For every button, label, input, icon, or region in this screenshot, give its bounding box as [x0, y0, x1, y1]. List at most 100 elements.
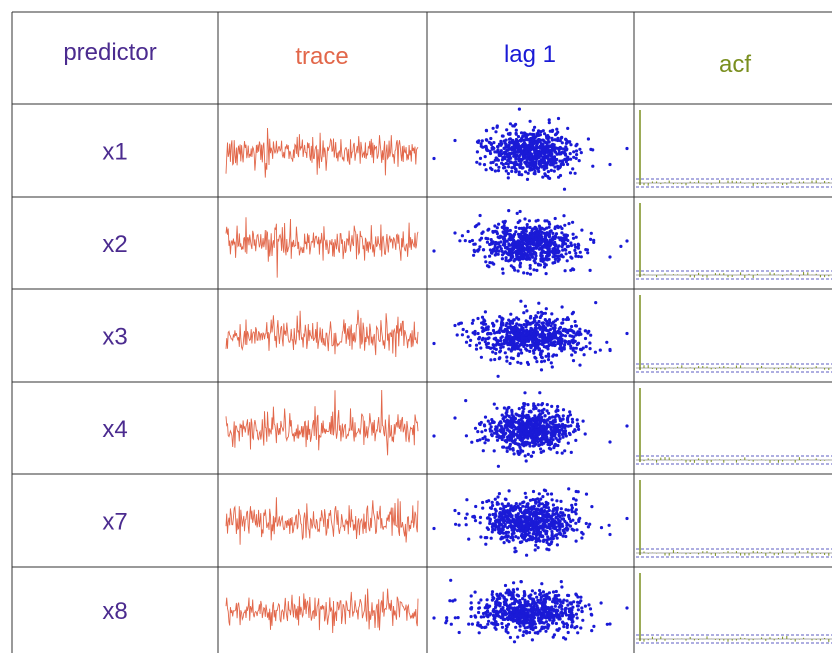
- lag-point: [522, 323, 526, 327]
- lag-point: [541, 249, 545, 253]
- lag-point: [523, 134, 527, 138]
- lag-point: [513, 232, 517, 236]
- lag-point: [518, 219, 522, 223]
- lag-point: [468, 239, 472, 244]
- lag-point: [501, 134, 505, 138]
- lag-point: [566, 508, 571, 512]
- lag-point: [507, 253, 511, 257]
- lag-point: [530, 517, 534, 521]
- lag-point: [508, 340, 512, 344]
- lag-point: [510, 426, 514, 430]
- lag-point: [553, 343, 557, 347]
- lag-point: [499, 139, 503, 143]
- lag-point: [483, 606, 487, 610]
- lag-point: [524, 495, 528, 499]
- lag-point: [550, 365, 554, 369]
- lag-point: [469, 338, 473, 342]
- lag-point: [506, 154, 510, 158]
- lag-point: [515, 427, 519, 431]
- lag-point: [556, 259, 560, 263]
- lag-point: [554, 516, 558, 520]
- lag-point: [551, 237, 555, 241]
- lag-point: [493, 523, 497, 527]
- lag-point: [533, 348, 537, 352]
- lag-point: [554, 589, 558, 594]
- lag-point: [449, 578, 453, 582]
- lag-point: [543, 318, 547, 322]
- lag-point: [511, 329, 515, 333]
- lag-point: [469, 594, 473, 598]
- lag-point: [510, 321, 515, 325]
- lag-point: [445, 619, 449, 623]
- lag-point: [533, 246, 537, 250]
- lag-point: [531, 235, 535, 239]
- lag-point: [477, 341, 482, 345]
- lag-point: [492, 323, 496, 327]
- lag-point: [491, 527, 495, 531]
- lag-point: [522, 238, 526, 242]
- lag-point: [535, 142, 539, 146]
- lag-point: [512, 610, 516, 614]
- lag-point: [527, 164, 531, 168]
- lag-point: [558, 425, 562, 429]
- lag-point: [541, 495, 545, 499]
- lag-scatter: [432, 107, 629, 191]
- lag-point: [502, 338, 507, 342]
- lag-point: [573, 626, 577, 630]
- lag-point: [432, 434, 436, 438]
- lag-point: [532, 242, 536, 246]
- lag-point: [540, 507, 544, 511]
- lag-point: [525, 158, 529, 162]
- lag-point: [497, 423, 501, 427]
- lag-point: [500, 342, 504, 346]
- lag-point: [572, 155, 576, 159]
- lag-point: [503, 613, 508, 617]
- lag-point: [554, 150, 558, 154]
- lag-point: [477, 601, 481, 605]
- lag-point: [432, 616, 436, 620]
- lag-point: [576, 631, 580, 635]
- lag-point: [521, 441, 525, 445]
- lag-point: [558, 238, 562, 242]
- lag-point: [499, 153, 503, 157]
- lag-point: [533, 343, 537, 347]
- lag-point: [475, 439, 480, 443]
- lag-point: [541, 434, 545, 438]
- lag-point: [546, 335, 550, 339]
- lag-point: [507, 514, 511, 518]
- lag-point: [515, 211, 519, 215]
- lag-point: [544, 616, 548, 620]
- lag-point: [480, 315, 485, 319]
- lag-point: [541, 418, 545, 422]
- lag-point: [495, 432, 499, 436]
- lag-point: [484, 337, 488, 341]
- lag-point: [571, 232, 575, 236]
- lag-point: [432, 526, 436, 531]
- lag-point: [546, 323, 551, 327]
- lag-point: [577, 519, 581, 524]
- lag-point: [568, 152, 572, 156]
- lag-point: [508, 137, 512, 141]
- lag-point: [553, 216, 557, 221]
- lag-point: [497, 249, 501, 253]
- lag-point: [560, 159, 565, 163]
- lag-point: [532, 510, 536, 514]
- lag-point: [546, 442, 550, 446]
- lag-point: [542, 265, 547, 269]
- lag-point: [524, 435, 528, 439]
- lag-point: [532, 434, 537, 438]
- lag-point: [508, 228, 512, 233]
- lag-point: [554, 132, 559, 136]
- lag-point: [516, 442, 520, 446]
- lag-point: [566, 162, 570, 166]
- lag-point: [516, 354, 520, 358]
- lag-point: [564, 329, 568, 333]
- lag-point: [594, 301, 598, 305]
- lag-point: [534, 256, 538, 261]
- lag-point: [553, 415, 557, 419]
- lag-point: [593, 350, 598, 354]
- lag-point: [476, 331, 480, 336]
- lag-point: [543, 337, 548, 341]
- lag-point: [501, 509, 505, 513]
- lag-point: [525, 246, 529, 250]
